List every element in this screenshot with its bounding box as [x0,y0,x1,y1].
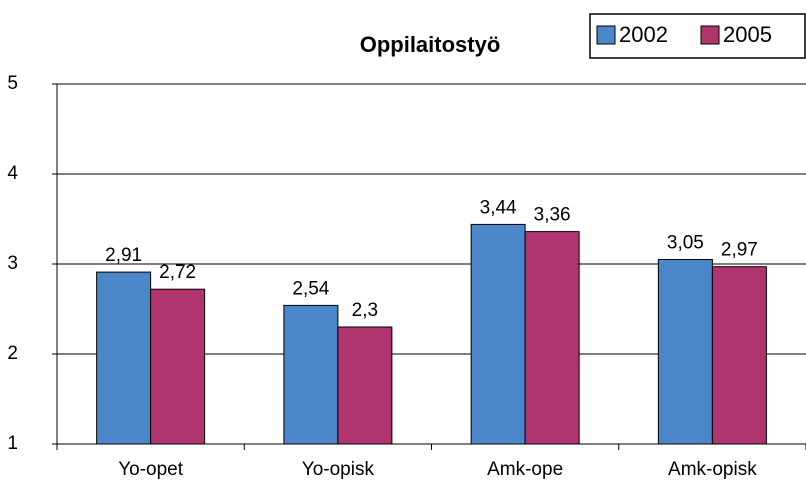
y-tick-label: 4 [7,163,18,184]
x-tick-label: Yo-opet [118,459,184,480]
chart-title: Oppilaitostyö [360,32,501,57]
value-label: 2,72 [159,262,196,283]
bar [470,223,526,445]
legend-swatch [596,25,616,45]
value-label: 2,54 [292,278,329,299]
bar [283,304,339,445]
value-label: 3,36 [534,205,571,226]
value-label: 2,97 [721,240,758,261]
legend-label: 2005 [723,22,772,47]
x-tick-label: Yo-opisk [302,459,375,480]
value-label: 2,91 [105,245,142,266]
y-tick-label: 3 [7,253,18,274]
y-tick-label: 5 [7,73,18,94]
legend-swatch [700,25,720,45]
value-label: 3,05 [667,233,704,254]
bar [337,326,393,445]
x-tick-label: Amk-opisk [668,459,757,480]
legend-box [589,13,806,59]
bar [150,288,206,445]
y-tick-label: 1 [7,433,18,454]
x-tick-label: Amk-ope [487,459,563,480]
y-tick-label: 2 [7,343,18,364]
legend-label: 2002 [619,22,668,47]
value-label: 3,44 [480,197,517,218]
bar [657,259,713,445]
bar [96,271,152,445]
value-label: 2,3 [352,300,378,321]
bar [524,231,580,445]
bar [711,266,767,445]
